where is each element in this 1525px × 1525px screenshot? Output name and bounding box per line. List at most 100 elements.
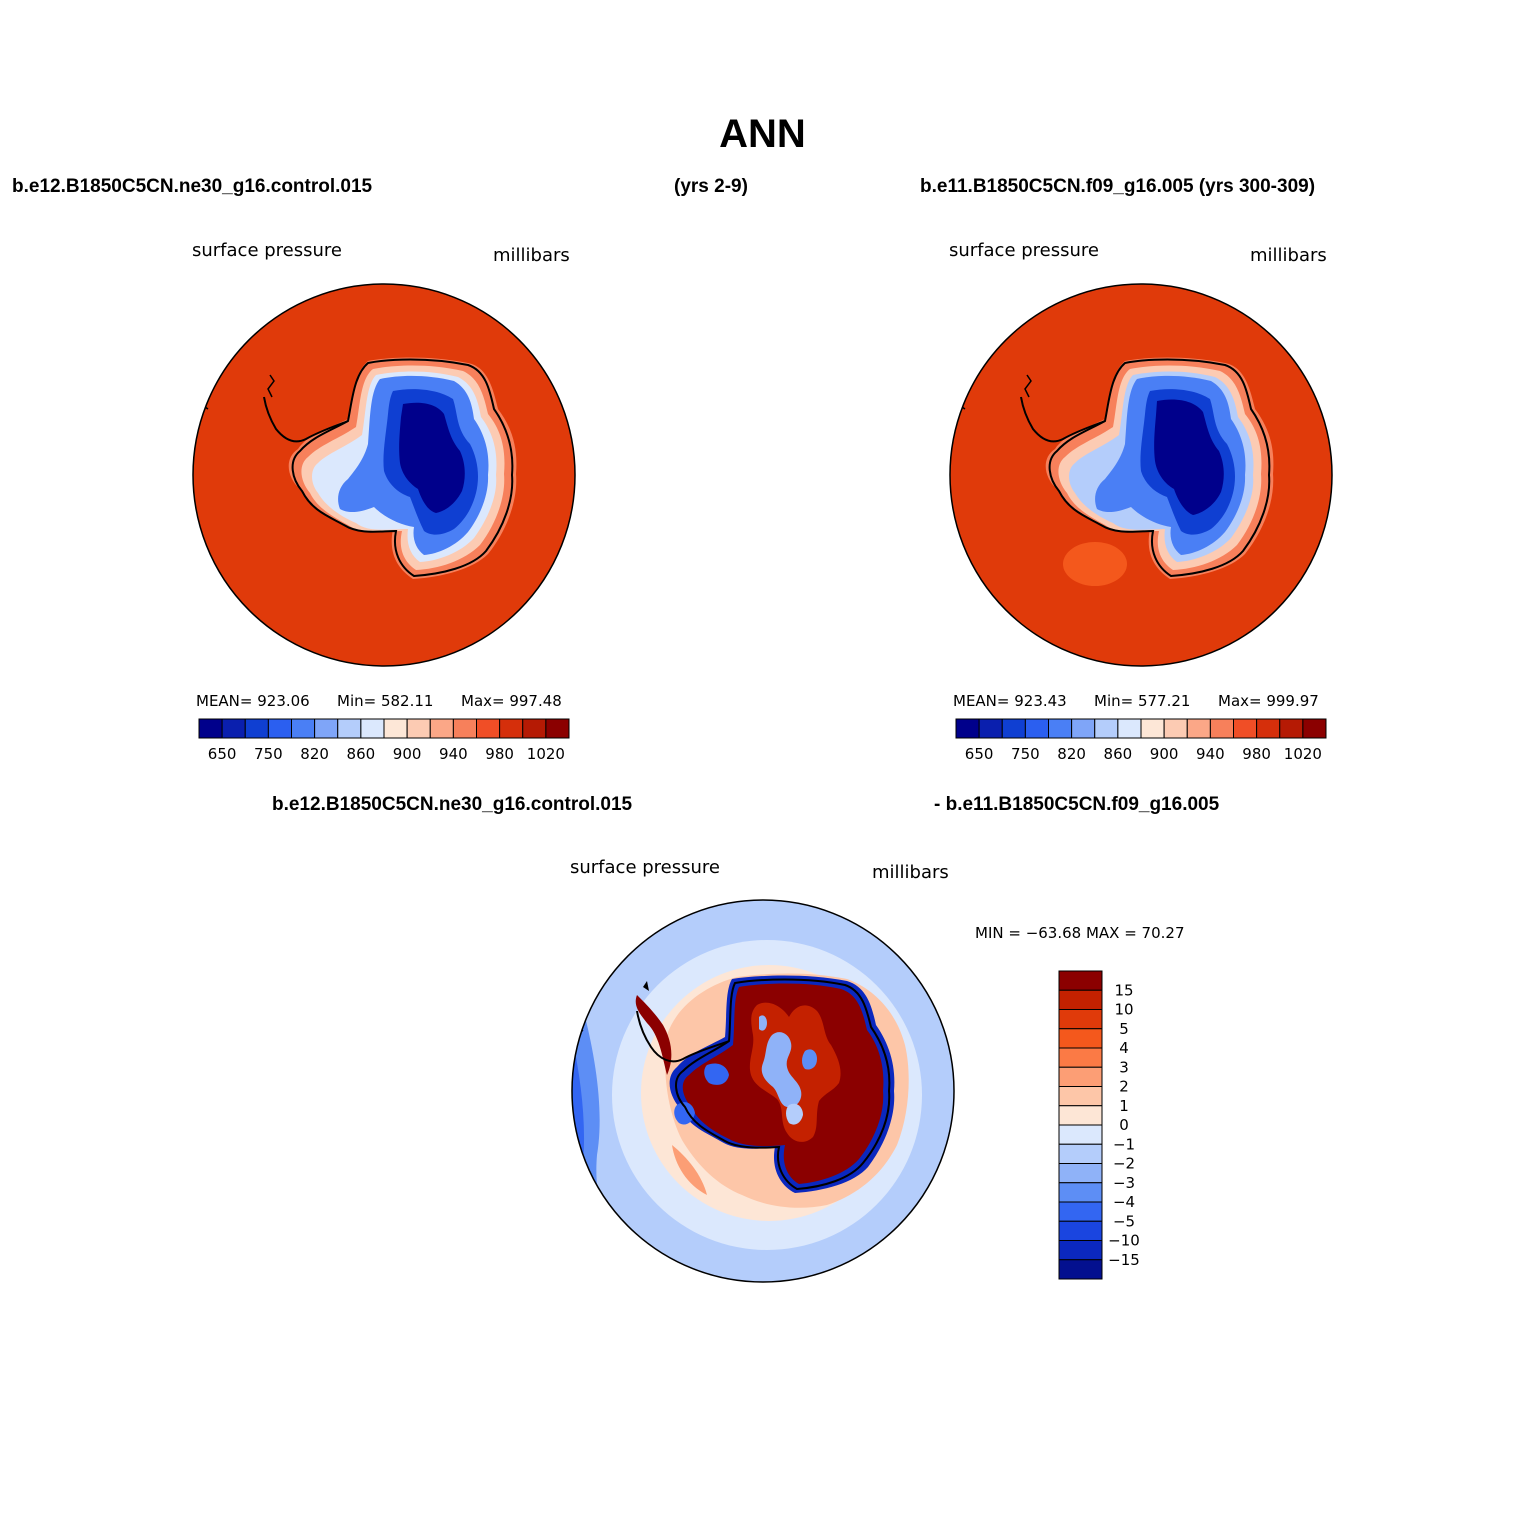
diff-variable-label: surface pressure [570, 857, 720, 878]
difference-colorbar-tick-label: 2 [1119, 1078, 1129, 1096]
right-colorbar-tick-label: 1020 [1284, 745, 1322, 763]
left-polar-map [192, 283, 576, 667]
difference-colorbar-tick-label: 0 [1119, 1116, 1129, 1134]
right-max: Max= 999.97 [1218, 692, 1319, 710]
difference-colorbar-box [1058, 1182, 1103, 1203]
right-colorbar-tick-label: 750 [1011, 745, 1040, 763]
difference-colorbar-box [1058, 1124, 1103, 1145]
right-colorbar-box [1117, 718, 1142, 739]
right-colorbar-box [1302, 718, 1327, 739]
left-colorbar-box [337, 718, 362, 739]
right-colorbar-box [1186, 718, 1211, 739]
left-colorbar-tick-label: 1020 [527, 745, 565, 763]
difference-colorbar-box [1058, 970, 1103, 991]
left-units-label: millibars [493, 245, 570, 266]
left-colorbar: 650 750 820 860 900 940 980 1020 [198, 718, 570, 763]
right-units-label: millibars [1250, 245, 1327, 266]
difference-colorbar-tick-label: −2 [1113, 1155, 1135, 1173]
left-colorbar-box [406, 718, 431, 739]
left-colorbar-box [198, 718, 223, 739]
right-colorbar-tick-label: 820 [1057, 745, 1086, 763]
difference-colorbar-box [1058, 1066, 1103, 1087]
left-years: (yrs 2-9) [674, 176, 748, 197]
right-colorbar-box [1071, 718, 1096, 739]
right-colorbar-tick-label: 940 [1196, 745, 1225, 763]
right-case-name: b.e11.B1850C5CN.f09_g16.005 (yrs 300-309… [920, 176, 1316, 197]
difference-colorbar-box [1058, 1009, 1103, 1030]
left-colorbar-box [522, 718, 547, 739]
page-title: ANN [719, 112, 806, 156]
left-colorbar-box [545, 718, 570, 739]
difference-colorbar-tick-label: −1 [1113, 1135, 1135, 1153]
left-colorbar-tick-label: 650 [208, 745, 237, 763]
left-colorbar-tick-label: 940 [439, 745, 468, 763]
left-min: Min= 582.11 [337, 692, 434, 710]
left-colorbar-box [429, 718, 454, 739]
right-colorbar-tick-label: 980 [1242, 745, 1271, 763]
right-colorbar-tick-label: 900 [1150, 745, 1179, 763]
right-colorbar-box [1094, 718, 1119, 739]
right-colorbar-box [1233, 718, 1258, 739]
left-colorbar-tick-label: 750 [254, 745, 283, 763]
difference-polar-map [571, 899, 955, 1283]
right-min: Min= 577.21 [1094, 692, 1191, 710]
right-colorbar-tick-label: 650 [965, 745, 994, 763]
left-colorbar-box [452, 718, 477, 739]
left-colorbar-tick-label: 860 [347, 745, 376, 763]
difference-colorbar-tick-label: 10 [1114, 1001, 1133, 1019]
difference-colorbar-tick-label: 4 [1119, 1039, 1129, 1057]
difference-colorbar-tick-label: 1 [1119, 1097, 1129, 1115]
left-colorbar-box [244, 718, 269, 739]
right-colorbar-box [1048, 718, 1073, 739]
difference-colorbar-box [1058, 1086, 1103, 1107]
left-colorbar-box [360, 718, 385, 739]
left-mean: MEAN= 923.06 [196, 692, 310, 710]
diff-case-b: - b.e11.B1850C5CN.f09_g16.005 [934, 794, 1220, 815]
right-colorbar: 650 750 820 860 900 940 980 1020 [955, 718, 1327, 763]
right-colorbar-box [1140, 718, 1165, 739]
difference-colorbar-tick-label: −3 [1113, 1174, 1135, 1192]
difference-colorbar-box [1058, 1105, 1103, 1126]
right-colorbar-box [1279, 718, 1304, 739]
difference-colorbar-box [1058, 1259, 1103, 1280]
left-case-name: b.e12.B1850C5CN.ne30_g16.control.015 [12, 176, 373, 197]
difference-colorbar-tick-label: 3 [1119, 1058, 1129, 1076]
difference-colorbar-box [1058, 1201, 1103, 1222]
right-polar-map [949, 283, 1333, 667]
left-colorbar-tick-label: 980 [485, 745, 514, 763]
right-colorbar-box [1163, 718, 1188, 739]
right-colorbar-tick-label: 860 [1104, 745, 1133, 763]
right-variable-label: surface pressure [949, 240, 1099, 261]
left-colorbar-box [476, 718, 501, 739]
difference-colorbar-tick-label: −5 [1113, 1212, 1135, 1230]
right-colorbar-box [1024, 718, 1049, 739]
difference-colorbar-box [1058, 1240, 1103, 1261]
difference-colorbar-tick-label: −10 [1108, 1232, 1140, 1250]
left-colorbar-tick-label: 900 [393, 745, 422, 763]
left-variable-label: surface pressure [192, 240, 342, 261]
difference-colorbar-box [1058, 989, 1103, 1010]
difference-colorbar-tick-label: −15 [1108, 1251, 1140, 1269]
left-colorbar-box [499, 718, 524, 739]
difference-colorbar-tick-label: 5 [1119, 1020, 1129, 1038]
left-colorbar-box [383, 718, 408, 739]
difference-colorbar-tick-label: 15 [1114, 981, 1133, 999]
right-colorbar-box [955, 718, 980, 739]
difference-colorbar-box [1058, 1047, 1103, 1068]
right-colorbar-box [1256, 718, 1281, 739]
right-colorbar-box [1001, 718, 1026, 739]
diff-minmax: MIN = −63.68 MAX = 70.27 [975, 924, 1185, 942]
diff-case-a: b.e12.B1850C5CN.ne30_g16.control.015 [272, 794, 633, 815]
right-mean: MEAN= 923.43 [953, 692, 1067, 710]
difference-colorbar-tick-label: −4 [1113, 1193, 1135, 1211]
left-colorbar-box [291, 718, 316, 739]
difference-colorbar-box [1058, 1220, 1103, 1241]
right-colorbar-box [1209, 718, 1234, 739]
left-colorbar-box [221, 718, 246, 739]
diff-units-label: millibars [872, 862, 949, 883]
difference-colorbar-box [1058, 1163, 1103, 1184]
difference-colorbar-box [1058, 1028, 1103, 1049]
left-colorbar-box [314, 718, 339, 739]
left-colorbar-box [267, 718, 292, 739]
